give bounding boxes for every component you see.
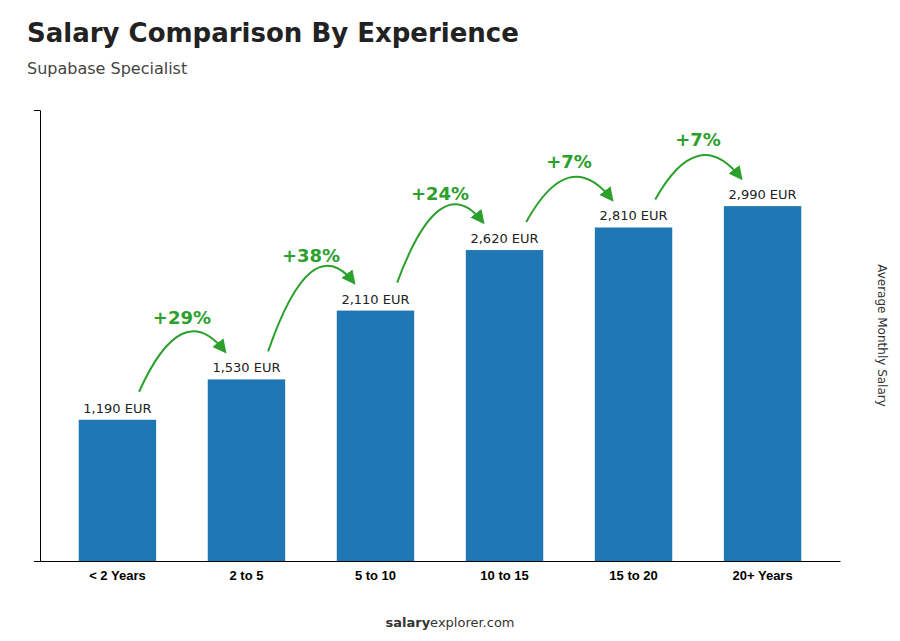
- x-tick: 15 to 20: [609, 568, 657, 583]
- arrows: +29% +38% +24% +7% +7%: [139, 129, 741, 392]
- chart: Salary Comparison By Experience Supabase …: [0, 0, 900, 641]
- plot: < 2 Years 2 to 5 5 to 10 10 to 15 15 to 20 20…: [34, 111, 841, 584]
- footer: salaryexplorer.com: [385, 615, 514, 630]
- data-label: 1,190 EUR: [83, 401, 151, 416]
- x-tick: 10 to 15: [480, 568, 528, 583]
- x-tick-label: < 2 Years: [89, 568, 146, 583]
- pct-label: +29%: [153, 307, 211, 328]
- x-axis-line: [41, 561, 841, 562]
- y-axis-line: [34, 111, 41, 562]
- arrow: [268, 266, 354, 352]
- y-axis: [34, 111, 41, 562]
- data-label: 2,990 EUR: [729, 187, 797, 202]
- arrow: [655, 155, 741, 199]
- bars: [79, 206, 802, 561]
- x-axis: < 2 Years 2 to 5 5 to 10 10 to 15 15 to 20 20…: [41, 562, 841, 584]
- bar: [595, 227, 672, 561]
- bar: [724, 206, 801, 561]
- data-labels: 1,190 EUR 1,530 EUR 2,110 EUR 2,620 EUR 2,81…: [83, 187, 796, 416]
- x-tick-label: 10 to 15: [480, 568, 528, 583]
- bar: [208, 379, 285, 561]
- data-label: 1,530 EUR: [212, 360, 280, 375]
- bar: [337, 311, 414, 561]
- data-label: 2,810 EUR: [599, 208, 667, 223]
- x-tick-label: 2 to 5: [229, 568, 263, 583]
- data-label: 2,110 EUR: [341, 292, 409, 307]
- pct-label: +38%: [282, 245, 340, 266]
- x-tick: 2 to 5: [229, 568, 263, 583]
- pct-label: +24%: [411, 183, 469, 204]
- x-tick: < 2 Years: [89, 568, 146, 583]
- x-tick-label: 5 to 10: [355, 568, 396, 583]
- arrow: [397, 204, 483, 282]
- bar: [466, 250, 543, 561]
- y-axis-title: Average Monthly Salary: [875, 264, 889, 407]
- data-label: 2,620 EUR: [470, 231, 538, 246]
- x-tick: 5 to 10: [355, 568, 396, 583]
- arrow: [139, 331, 225, 391]
- pct-label: +7%: [675, 129, 721, 150]
- title: Salary Comparison By Experience: [27, 18, 519, 48]
- footer-part: explorer.com: [430, 615, 514, 630]
- x-tick-label: 20+ Years: [733, 568, 793, 583]
- subtitle: Supabase Specialist: [27, 59, 187, 78]
- bar: [79, 420, 156, 561]
- pct-label: +7%: [546, 151, 592, 172]
- arrow: [526, 177, 612, 222]
- x-tick-label: 15 to 20: [609, 568, 657, 583]
- x-tick: 20+ Years: [733, 568, 793, 583]
- footer-part: salary: [385, 615, 430, 630]
